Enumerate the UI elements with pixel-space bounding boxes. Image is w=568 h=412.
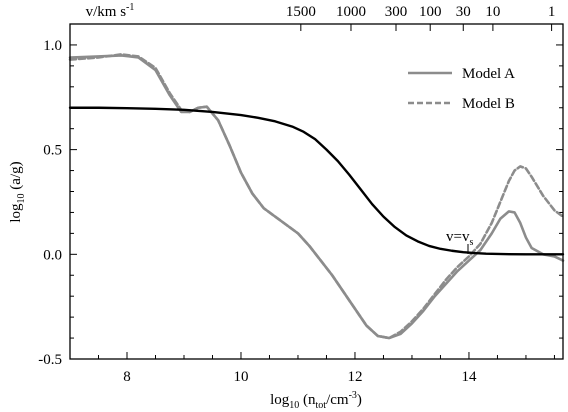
y-axis-label: log10 (a/g) bbox=[8, 161, 27, 222]
x-tick-label: 8 bbox=[123, 369, 131, 385]
legend-label-model-b: Model B bbox=[462, 96, 515, 112]
x-tick-label: 10 bbox=[233, 369, 248, 385]
annotation-text: v=vs bbox=[446, 229, 473, 248]
top-tick-label: 1500 bbox=[286, 4, 316, 20]
y-tick-label: 1.0 bbox=[43, 38, 62, 54]
legend-label-model-a: Model A bbox=[462, 66, 515, 82]
top-tick-label: 1000 bbox=[336, 4, 366, 20]
top-tick-label: 300 bbox=[385, 4, 408, 20]
x-axis-label: log10 (ntot/cm-3) bbox=[270, 390, 362, 411]
y-tick-label: -0.5 bbox=[38, 352, 62, 368]
legend: Model A Model B bbox=[408, 66, 515, 112]
top-tick-label: 10 bbox=[485, 4, 500, 20]
plot-frame bbox=[69, 23, 564, 360]
top-tick-label: 1 bbox=[548, 4, 556, 20]
x-tick-label: 12 bbox=[347, 369, 362, 385]
series-line-unlabelled bbox=[68, 106, 565, 256]
top-tick-label: 100 bbox=[419, 4, 442, 20]
y-tick-label: 0.5 bbox=[43, 143, 62, 159]
top-tick-label: 30 bbox=[456, 4, 471, 20]
annotation: v=vs bbox=[446, 229, 473, 254]
top-axis-label: v/km s-1 bbox=[86, 2, 135, 20]
y-tick-label: 0.0 bbox=[43, 247, 62, 263]
axis-ticks bbox=[69, 23, 563, 360]
labels-layer: 8 10 12 14 -0.5 0.0 0.5 1.0 1500 1000 300 100 30 10 1 bbox=[38, 4, 555, 385]
x-tick-label: 14 bbox=[461, 369, 477, 385]
series-layer bbox=[68, 53, 565, 340]
